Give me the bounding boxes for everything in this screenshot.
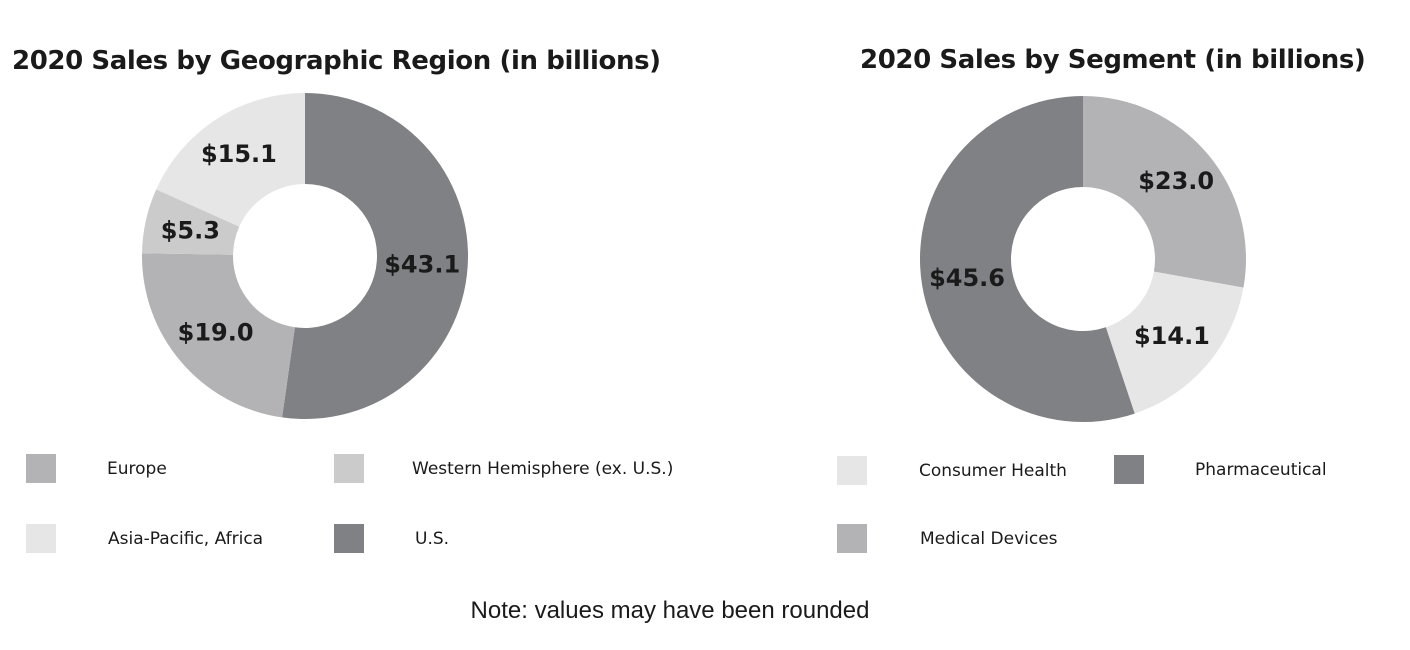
slice-asia-pacific-africa <box>156 93 305 227</box>
slice-medical-devices <box>1083 96 1246 288</box>
data-label-western-hemisphere-ex-u-s: $5.3 <box>161 216 220 244</box>
legend-swatch-us <box>334 524 364 553</box>
slice-u-s <box>282 93 469 419</box>
data-label-asia-pacific-africa: $15.1 <box>201 140 277 168</box>
legend-label-asia-pacific-africa: Asia-Pacific, Africa <box>108 529 264 549</box>
segment-donut: $23.0 $14.1 $45.6 <box>919 96 1246 422</box>
legend-label-consumer-health: Consumer Health <box>919 461 1067 481</box>
segment-chart-title: 2020 Sales by Segment (in billions) <box>860 45 1366 75</box>
legend-label-western-hemisphere: Western Hemisphere (ex. U.S.) <box>412 459 674 479</box>
legend-label-us: U.S. <box>415 529 450 549</box>
legend-swatch-pharmaceutical <box>1114 455 1144 484</box>
geographic-chart-title: 2020 Sales by Geographic Region (in bill… <box>12 46 661 76</box>
slice-consumer-health <box>1105 271 1244 414</box>
footnote: Note: values may have been rounded <box>470 597 870 624</box>
slice-western-hemisphere-ex-u-s <box>142 189 240 255</box>
legend-label-pharmaceutical: Pharmaceutical <box>1195 460 1327 480</box>
data-label-europe: $19.0 <box>178 318 254 346</box>
legend-swatch-europe <box>26 454 56 483</box>
data-label-medical-devices: $23.0 <box>1138 167 1214 195</box>
data-label-consumer-health: $14.1 <box>1134 322 1210 350</box>
data-label-u-s: $43.1 <box>384 250 460 278</box>
legend-label-medical-devices: Medical Devices <box>920 529 1058 549</box>
legend-swatch-consumer-health <box>837 456 867 485</box>
legend-swatch-asia-pacific-africa <box>26 524 56 553</box>
geographic-region-donut: $43.1 $19.0 $5.3 $15.1 <box>142 93 469 419</box>
data-label-pharmaceutical: $45.6 <box>929 264 1005 292</box>
slice-pharmaceutical <box>919 96 1135 422</box>
legend-label-europe: Europe <box>107 459 167 479</box>
legend-swatch-medical-devices <box>837 524 867 553</box>
slice-europe <box>142 253 295 418</box>
legend-swatch-western-hemisphere <box>334 454 364 483</box>
